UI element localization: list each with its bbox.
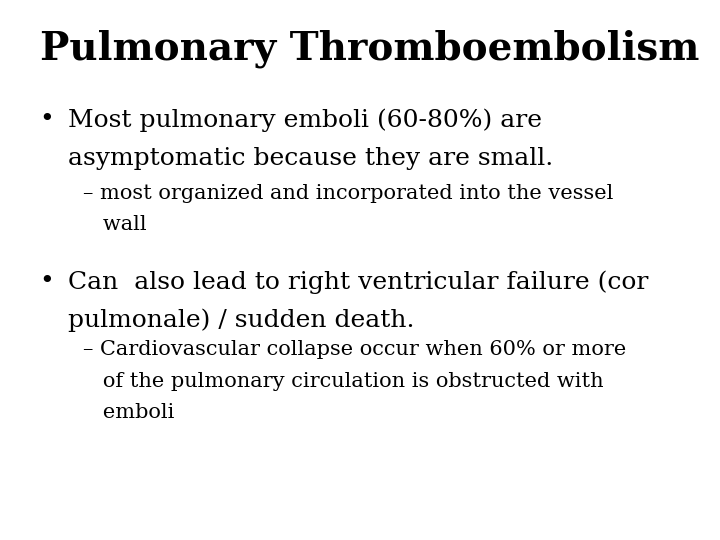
- Text: Can  also lead to right ventricular failure (cor: Can also lead to right ventricular failu…: [68, 270, 649, 294]
- Text: asymptomatic because they are small.: asymptomatic because they are small.: [68, 147, 554, 170]
- Text: Most pulmonary emboli (60-80%) are: Most pulmonary emboli (60-80%) are: [68, 108, 542, 132]
- Text: of the pulmonary circulation is obstructed with: of the pulmonary circulation is obstruct…: [83, 372, 603, 390]
- Text: wall: wall: [83, 215, 146, 234]
- Text: Pulmonary Thromboembolism: Pulmonary Thromboembolism: [40, 30, 699, 68]
- Text: – most organized and incorporated into the vessel: – most organized and incorporated into t…: [83, 184, 613, 202]
- Text: – Cardiovascular collapse occur when 60% or more: – Cardiovascular collapse occur when 60%…: [83, 340, 626, 359]
- Text: •: •: [40, 108, 54, 131]
- Text: •: •: [40, 270, 54, 293]
- Text: emboli: emboli: [83, 403, 174, 422]
- Text: pulmonale) / sudden death.: pulmonale) / sudden death.: [68, 309, 415, 333]
